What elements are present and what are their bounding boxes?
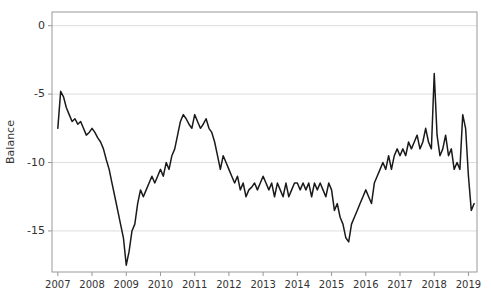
x-tick (331, 272, 332, 276)
grid-line (52, 25, 477, 26)
x-tick (468, 272, 469, 276)
x-tick-label: 2016 (353, 279, 378, 290)
x-tick (228, 272, 229, 276)
x-tick-label: 2019 (456, 279, 481, 290)
x-tick-label: 2007 (45, 279, 70, 290)
y-axis-label: Balance (4, 120, 17, 164)
x-tick (365, 272, 366, 276)
data-line (58, 74, 474, 266)
y-tick-label: -15 (27, 224, 45, 237)
x-tick (57, 272, 58, 276)
x-tick (92, 272, 93, 276)
x-tick (297, 272, 298, 276)
y-tick-label: -5 (34, 87, 45, 100)
chart-svg: 0 -5 -10 -15 2007 2008 2009 2010 2011 2012 2013 201… (0, 0, 491, 302)
x-tick (194, 272, 195, 276)
x-tick-label: 2018 (421, 279, 446, 290)
x-tick (263, 272, 264, 276)
x-tick-label: 2013 (250, 279, 275, 290)
plot-frame (52, 12, 477, 272)
grid-line (52, 162, 477, 163)
x-tick (434, 272, 435, 276)
x-tick-label: 2010 (148, 279, 173, 290)
x-axis: 2007 2008 2009 2010 2011 2012 2013 2014 2015 2016… (45, 272, 481, 290)
y-axis: 0 -5 -10 -15 (27, 19, 52, 237)
y-tick-label: 0 (38, 19, 45, 32)
x-tick (400, 272, 401, 276)
y-tick (48, 162, 52, 163)
grid-line (52, 230, 477, 231)
x-tick-label: 2017 (387, 279, 412, 290)
y-tick (48, 94, 52, 95)
x-tick (126, 272, 127, 276)
y-tick (48, 230, 52, 231)
x-tick-label: 2015 (319, 279, 344, 290)
x-tick-label: 2012 (216, 279, 241, 290)
plot-area (58, 74, 474, 266)
background (0, 0, 491, 302)
y-tick (48, 25, 52, 26)
x-tick-label: 2009 (114, 279, 139, 290)
y-tick-label: -10 (27, 156, 45, 169)
x-tick-label: 2011 (182, 279, 207, 290)
x-tick (160, 272, 161, 276)
x-tick-label: 2008 (79, 279, 104, 290)
chart-container: 0 -5 -10 -15 2007 2008 2009 2010 2011 2012 2013 201… (0, 0, 491, 302)
x-tick-label: 2014 (285, 279, 310, 290)
grid-line (52, 94, 477, 95)
